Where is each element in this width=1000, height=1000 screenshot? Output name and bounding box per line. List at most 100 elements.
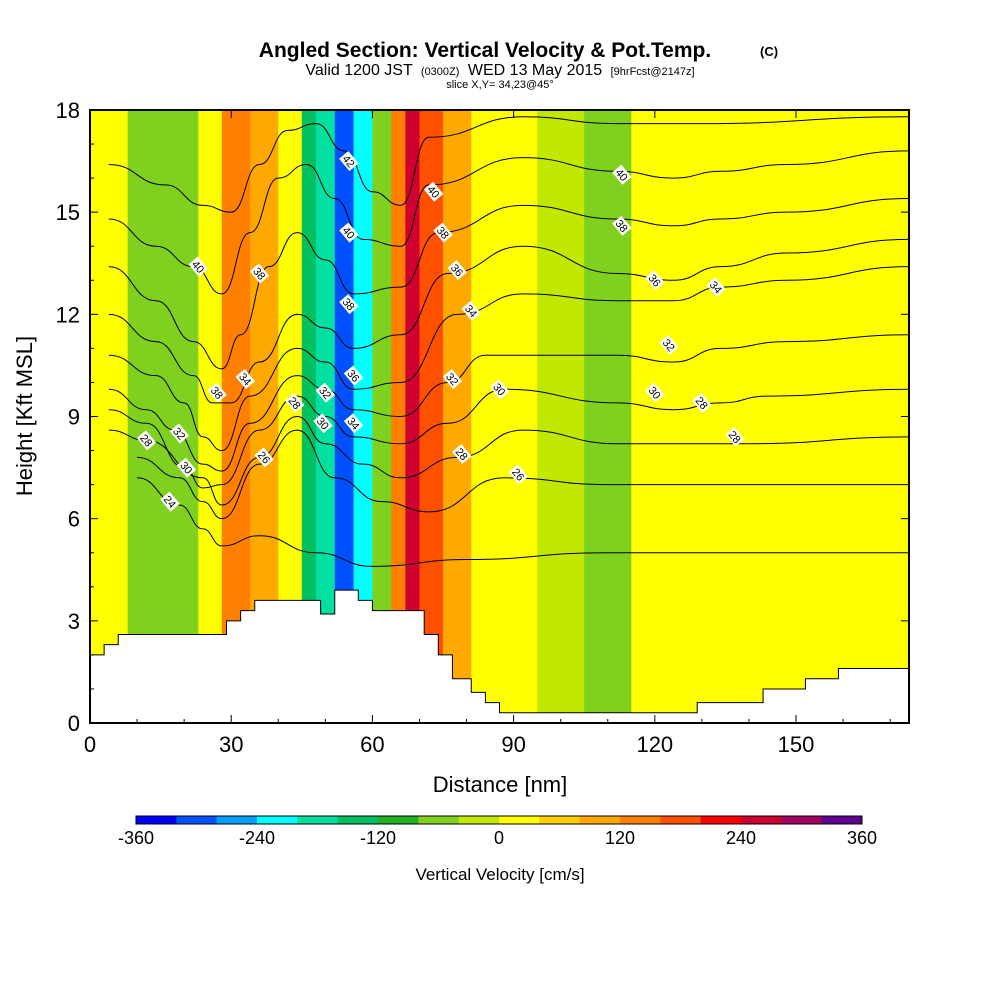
contour-label-bg — [612, 164, 632, 185]
terrain-mask — [90, 589, 909, 723]
colorbar-swatch — [821, 816, 863, 824]
contour-label-bg — [423, 181, 444, 202]
velocity-band-16 — [537, 110, 585, 723]
contour-label-bg — [188, 256, 208, 277]
subtitle-utc: (0300Z) — [421, 66, 460, 78]
theta-contour-24 — [137, 477, 909, 567]
contour-label-bg — [461, 300, 481, 321]
velocity-band-10 — [372, 110, 392, 723]
colorbar-swatch — [458, 816, 500, 824]
velocity-band-17 — [584, 110, 632, 723]
colorbar-frame — [135, 815, 863, 825]
x-tick-label: 120 — [636, 732, 673, 757]
colorbar-swatch — [378, 816, 419, 824]
contour-label-bg — [452, 443, 472, 464]
y-tick-label: 18 — [56, 98, 80, 123]
theta-contour-42 — [108, 116, 909, 213]
colorbar-tick-label: 240 — [726, 828, 756, 848]
theta-contour-28 — [108, 415, 909, 506]
velocity-band-18 — [631, 110, 694, 723]
x-tick-label: 90 — [501, 732, 525, 757]
chart-title-mark: (C) — [760, 44, 778, 59]
y-tick-label: 12 — [56, 302, 80, 327]
velocity-band-8 — [334, 110, 355, 723]
colorbar-swatch — [136, 816, 177, 824]
colorbar-swatch — [539, 816, 581, 824]
contour-label-bg — [235, 369, 256, 390]
y-tick-label: 0 — [68, 711, 80, 736]
contour-label-bg — [339, 222, 359, 243]
colorbar-swatch — [337, 816, 379, 824]
contour-label-bg — [160, 491, 180, 512]
contour-label-bg — [207, 382, 227, 403]
contour-label-bg — [725, 426, 745, 447]
theta-contour-26 — [137, 429, 909, 520]
velocity-band-14 — [443, 110, 472, 723]
colorbar-tick-label: 120 — [605, 828, 635, 848]
y-tick-label: 6 — [68, 507, 80, 532]
contour-label-bg — [254, 447, 274, 468]
x-tick-label: 150 — [778, 732, 815, 757]
velocity-band-6 — [301, 110, 317, 723]
colorbar-swatch — [781, 816, 823, 824]
colorbar-swatch — [700, 816, 742, 824]
chart-subtitle: Valid 1200 JST (0300Z) WED 13 May 2015 [… — [305, 62, 694, 79]
contour-label-bg — [692, 392, 712, 413]
contour-label-bg — [339, 294, 359, 315]
x-axis-label: Distance [nm] — [433, 772, 568, 797]
contour-label-bg — [176, 457, 197, 478]
x-tick-label: 60 — [360, 732, 384, 757]
velocity-fill — [90, 110, 909, 723]
subtitle-valid: Valid 1200 JST — [305, 62, 413, 79]
x-tick-label: 30 — [219, 732, 243, 757]
contour-label-bg — [315, 382, 336, 403]
contour-label-bg — [343, 365, 364, 386]
colorbar-tick-label: -360 — [118, 828, 154, 848]
contour-label-bg — [249, 263, 270, 284]
theta-contour-34 — [108, 266, 909, 452]
velocity-band-12 — [405, 110, 421, 723]
contour-label-bg — [447, 260, 467, 281]
colorbar-swatch — [176, 816, 218, 824]
chart-title: Angled Section: Vertical Velocity & Pot.… — [259, 39, 711, 62]
y-tick-label: 9 — [68, 405, 80, 430]
velocity-band-19 — [692, 110, 797, 723]
subtitle-fcst: [9hrFcst@2147z] — [611, 66, 695, 78]
colorbar-swatch — [216, 816, 258, 824]
colorbar-swatch — [257, 816, 298, 824]
subtitle-date: WED 13 May 2015 — [468, 62, 602, 79]
colorbar-swatch — [579, 816, 621, 824]
contour-label-bg — [169, 423, 190, 444]
contour-label-bg — [442, 369, 463, 390]
colorbar: -360 -240 -120 0 120 240 360 — [118, 815, 877, 848]
velocity-band-2 — [198, 110, 223, 723]
colorbar-swatch — [741, 816, 782, 824]
colorbar-swatch — [418, 816, 460, 824]
contour-label-bg — [706, 277, 726, 298]
velocity-band-20 — [796, 110, 909, 723]
colorbar-tick-label: -120 — [360, 828, 396, 848]
y-tick-label: 3 — [68, 609, 80, 634]
contour-label-bg — [136, 430, 157, 451]
y-tick-label: 15 — [56, 200, 80, 225]
contour-label-bg — [508, 464, 529, 485]
contour-label-bg — [612, 215, 632, 236]
theta-contour-40 — [108, 150, 909, 295]
theta-contour-36 — [108, 238, 909, 404]
contour-label-bg — [313, 413, 333, 434]
contour-label-bg — [339, 151, 359, 172]
contour-label-bg — [343, 413, 364, 434]
colorbar-swatch — [297, 816, 339, 824]
velocity-band-9 — [353, 110, 374, 723]
colorbar-swatch — [620, 816, 661, 824]
contour-label-bg — [285, 392, 305, 413]
theta-contours — [108, 116, 909, 567]
colorbar-label: Vertical Velocity [cm/s] — [415, 865, 584, 884]
colorbar-swatch — [499, 816, 540, 824]
y-axis-label: Height [Kft MSL] — [12, 336, 37, 496]
x-tick-label: 0 — [84, 732, 96, 757]
colorbar-tick-label: 0 — [494, 828, 504, 848]
velocity-band-1 — [127, 110, 199, 723]
y-axis: 0 3 6 9 12 15 18 — [56, 98, 909, 736]
